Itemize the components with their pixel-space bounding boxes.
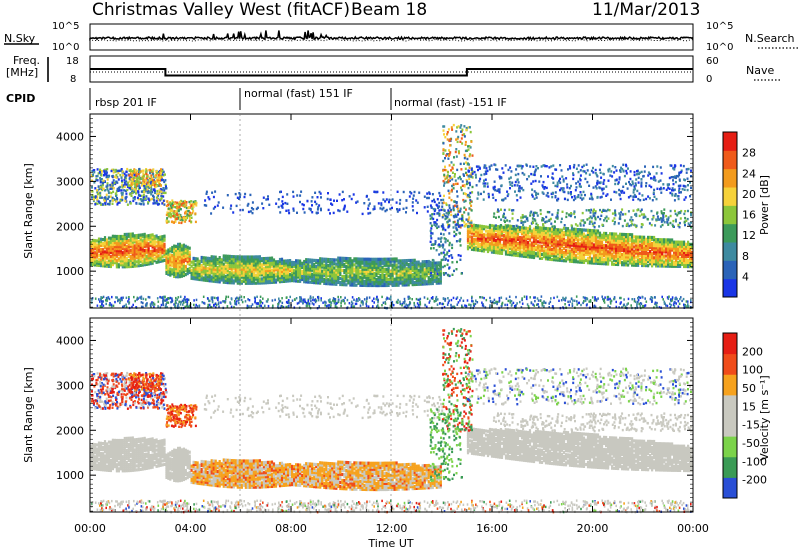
y-tick-label: 4000 <box>56 130 84 143</box>
power-colorbar-swatch <box>723 242 737 261</box>
velocity-colorbar-tick-label: 15 <box>742 400 756 413</box>
y-tick-label: 2000 <box>56 424 84 437</box>
power-colorbar-tick-label: 28 <box>742 147 756 160</box>
x-tick-label: 12:00 <box>376 522 408 535</box>
x-tick-label: 08:00 <box>275 522 307 535</box>
power-colorbar: 28 24 20 16 12 8 4 <box>723 132 756 298</box>
velocity-colorbar-swatch <box>723 374 737 395</box>
velocity-colorbar-tick-label: 100 <box>742 364 763 377</box>
power-colorbar-swatch <box>723 205 737 224</box>
velocity-colorbar-tick-label: 50 <box>742 382 756 395</box>
beam-label: Beam 18 <box>351 0 427 20</box>
freq-unit-label: [MHz] <box>6 66 38 79</box>
x-tick-label: 16:00 <box>476 522 508 535</box>
noise-right-tick-top: 10^5 <box>706 21 733 32</box>
power-colorbar-tick-label: 8 <box>742 250 749 263</box>
noise-panel: N.Sky 10^5 10^0 10^5 10^0 N.Search <box>4 21 798 53</box>
noise-search-label: N.Search <box>745 32 795 45</box>
cpid-segment-1: rbsp 201 IF <box>95 96 157 109</box>
y-tick-label: 3000 <box>56 379 84 392</box>
power-panel: 4000 3000 2000 1000 Slant Range [km] <box>22 114 693 309</box>
y-tick-label: 1000 <box>56 265 84 278</box>
power-colorbar-swatch <box>723 260 737 279</box>
noise-sky-label: N.Sky <box>4 32 36 45</box>
velocity-colorbar-swatch <box>723 436 737 457</box>
velocity-colorbar-tick-label: 200 <box>742 345 763 358</box>
power-colorbar-swatch <box>723 169 737 188</box>
x-axis-label: Time UT <box>367 537 413 550</box>
freq-right-tick-top: 60 <box>706 56 719 67</box>
power-colorbar-tick-label: 4 <box>742 270 749 283</box>
velocity-colorbar-swatch <box>723 354 737 375</box>
power-colorbar-swatch <box>723 132 737 151</box>
x-tick-label: 00:00 <box>677 522 709 535</box>
x-tick-label: 04:00 <box>175 522 207 535</box>
x-tick-label: 20:00 <box>577 522 609 535</box>
frequency-panel: Freq. [MHz] 18 8 60 0 Nave <box>6 54 782 85</box>
velocity-colorbar-swatch <box>723 477 737 498</box>
x-tick-label: 00:00 <box>74 522 106 535</box>
velocity-y-label: Slant Range [km] <box>22 367 35 463</box>
noise-left-tick-top: 10^5 <box>52 21 79 32</box>
cpid-segment-2: normal (fast) 151 IF <box>244 87 353 100</box>
power-y-label: Slant Range [km] <box>22 163 35 259</box>
y-tick-label: 3000 <box>56 175 84 188</box>
power-colorbar-tick-label: 20 <box>742 188 756 201</box>
cpid-row: CPID rbsp 201 IF normal (fast) 151 IF no… <box>6 87 507 110</box>
velocity-colorbar-swatch <box>723 416 737 437</box>
velocity-colorbar-swatch <box>723 457 737 478</box>
power-colorbar-swatch <box>723 279 737 298</box>
power-colorbar-swatch <box>723 224 737 243</box>
noise-left-tick-bottom: 10^0 <box>52 42 79 53</box>
power-colorbar-tick-label: 16 <box>742 209 756 222</box>
cpid-label: CPID <box>6 92 35 105</box>
power-colorbar-swatch <box>723 187 737 206</box>
power-colorbar-tick-label: 24 <box>742 167 756 180</box>
y-tick-label: 4000 <box>56 334 84 347</box>
power-colorbar-label: Power [dB] <box>758 175 771 235</box>
y-tick-label: 2000 <box>56 220 84 233</box>
freq-left-tick-bottom: 8 <box>70 74 76 85</box>
cpid-segment-3: normal (fast) -151 IF <box>394 96 507 109</box>
freq-left-tick-top: 18 <box>66 56 79 67</box>
y-tick-label: 1000 <box>56 469 84 482</box>
velocity-colorbar-label: Velocity [m s⁻¹] <box>758 375 771 460</box>
velocity-panel: 4000 3000 2000 1000 Slant Range [km] <box>22 318 693 513</box>
power-colorbar-tick-label: 12 <box>742 229 756 242</box>
velocity-colorbar-swatch <box>723 395 737 416</box>
date-label: 11/Mar/2013 <box>592 0 700 20</box>
noise-right-tick-bottom: 10^0 <box>706 42 733 53</box>
power-colorbar-swatch <box>723 150 737 169</box>
velocity-colorbar-swatch <box>723 333 737 354</box>
station-title: Christmas Valley West (fitACF) <box>92 0 350 20</box>
velocity-colorbar-tick-label: -200 <box>742 474 767 487</box>
nave-label: Nave <box>746 64 774 77</box>
freq-right-tick-bottom: 0 <box>706 74 712 85</box>
